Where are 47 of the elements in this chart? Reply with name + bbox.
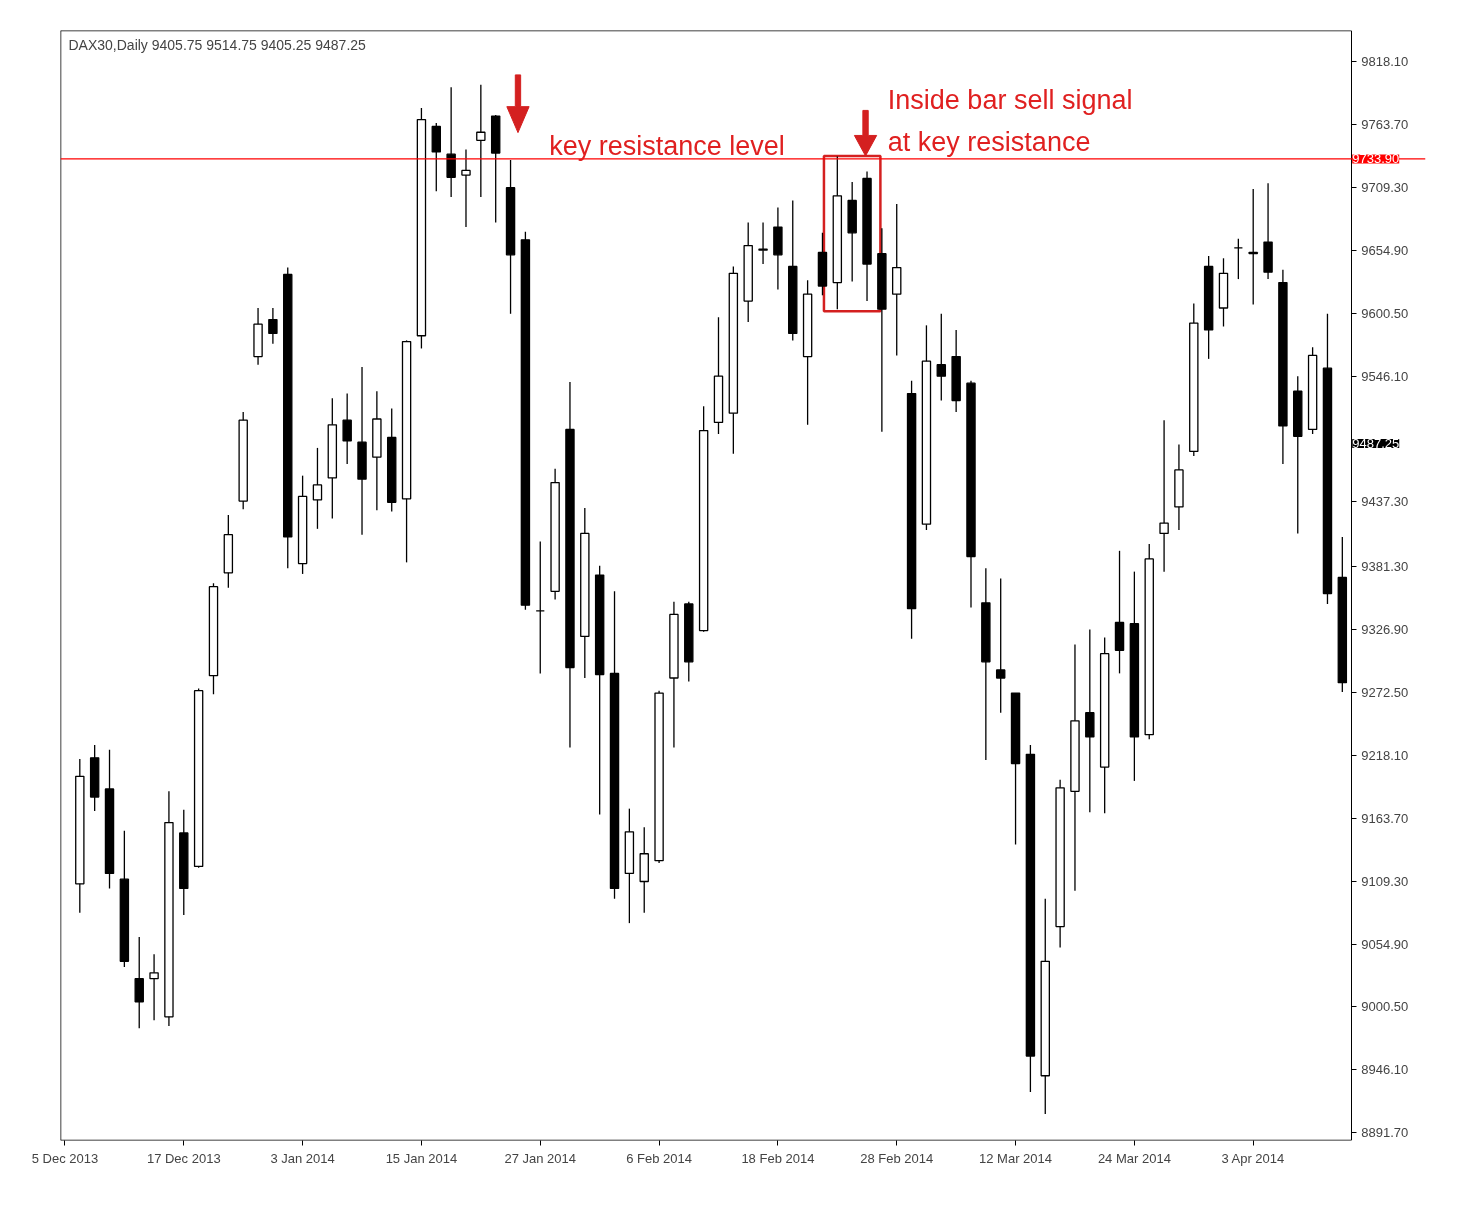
candlestick <box>995 577 1006 714</box>
y-tick-label: 8946.10 <box>1361 1062 1409 1078</box>
candlestick <box>936 313 947 402</box>
y-tick-label: 9218.10 <box>1361 747 1409 763</box>
y-tick-label: 9163.70 <box>1361 810 1409 826</box>
chart-title: DAX30,Daily 9405.75 9514.75 9405.25 9487.25 <box>68 36 367 53</box>
y-tick-label: 8891.70 <box>1361 1125 1409 1141</box>
candlestick <box>134 936 144 1029</box>
y-tick-label: 9437.30 <box>1361 494 1409 510</box>
candlestick <box>1159 419 1169 573</box>
annotation: key resistance level <box>549 130 785 161</box>
text: 9487.25 <box>1352 435 1400 451</box>
candlestick <box>476 84 486 198</box>
y-tick-label: 9818.10 <box>1361 54 1409 70</box>
candlestick <box>149 953 159 1021</box>
x-tick-label: 5 Dec 2013 <box>31 1150 99 1166</box>
ref-line-label: 9733.90 <box>1352 151 1400 167</box>
candlestick <box>446 86 456 198</box>
candlestick <box>268 307 278 345</box>
candlestick <box>312 447 323 530</box>
y-tick-label: 9000.50 <box>1361 999 1409 1015</box>
y-tick-label: 9272.50 <box>1361 684 1409 700</box>
y-tick-label: 9654.90 <box>1361 242 1409 258</box>
x-tick-label: 17 Dec 2013 <box>146 1150 221 1166</box>
y-tick-label: 9709.30 <box>1361 179 1409 195</box>
y-tick-label: 9326.90 <box>1361 622 1409 638</box>
y-tick-label: 9763.70 <box>1361 117 1409 132</box>
y-tick-label: 9546.10 <box>1361 368 1409 384</box>
x-tick-label: 6 Feb 2014 <box>626 1150 692 1166</box>
x-tick-label: 3 Jan 2014 <box>270 1150 335 1166</box>
candlestick <box>758 221 768 265</box>
y-tick-label: 9054.90 <box>1361 936 1409 952</box>
candlestick <box>342 392 352 465</box>
x-tick-label: 27 Jan 2014 <box>504 1150 577 1166</box>
candlestick <box>461 148 471 228</box>
y-tick-label: 9600.50 <box>1361 305 1409 321</box>
x-tick-label: 18 Feb 2014 <box>741 1150 815 1166</box>
x-tick-label: 24 Mar 2014 <box>1097 1150 1171 1166</box>
x-tick-label: 15 Jan 2014 <box>385 1150 458 1166</box>
annotation: Inside bar sell signal <box>887 85 1133 116</box>
annotation: at key resistance <box>887 126 1091 157</box>
x-tick-label: 28 Feb 2014 <box>860 1150 934 1166</box>
y-tick-label: 9109.30 <box>1361 873 1409 889</box>
x-tick-label: 12 Mar 2014 <box>979 1150 1053 1166</box>
candlestick <box>1248 188 1258 306</box>
y-tick-label: 9381.30 <box>1361 559 1409 575</box>
x-tick-label: 3 Apr 2014 <box>1221 1150 1285 1166</box>
